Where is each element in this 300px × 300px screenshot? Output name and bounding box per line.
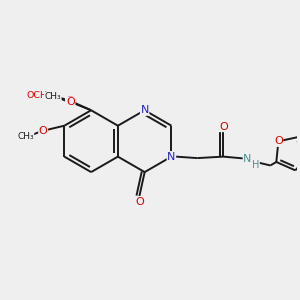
Text: O: O	[219, 122, 228, 132]
Text: H: H	[252, 160, 259, 170]
Text: O: O	[65, 96, 74, 106]
Text: O: O	[66, 97, 75, 107]
Text: O: O	[274, 136, 283, 146]
Text: N: N	[243, 154, 252, 164]
Text: CH₃: CH₃	[44, 92, 61, 101]
Text: N: N	[167, 152, 176, 162]
Text: N: N	[140, 105, 149, 115]
Text: CH₃: CH₃	[17, 132, 34, 141]
Text: OCH₃: OCH₃	[27, 91, 52, 100]
Text: O: O	[135, 196, 144, 206]
Text: O: O	[39, 126, 47, 136]
